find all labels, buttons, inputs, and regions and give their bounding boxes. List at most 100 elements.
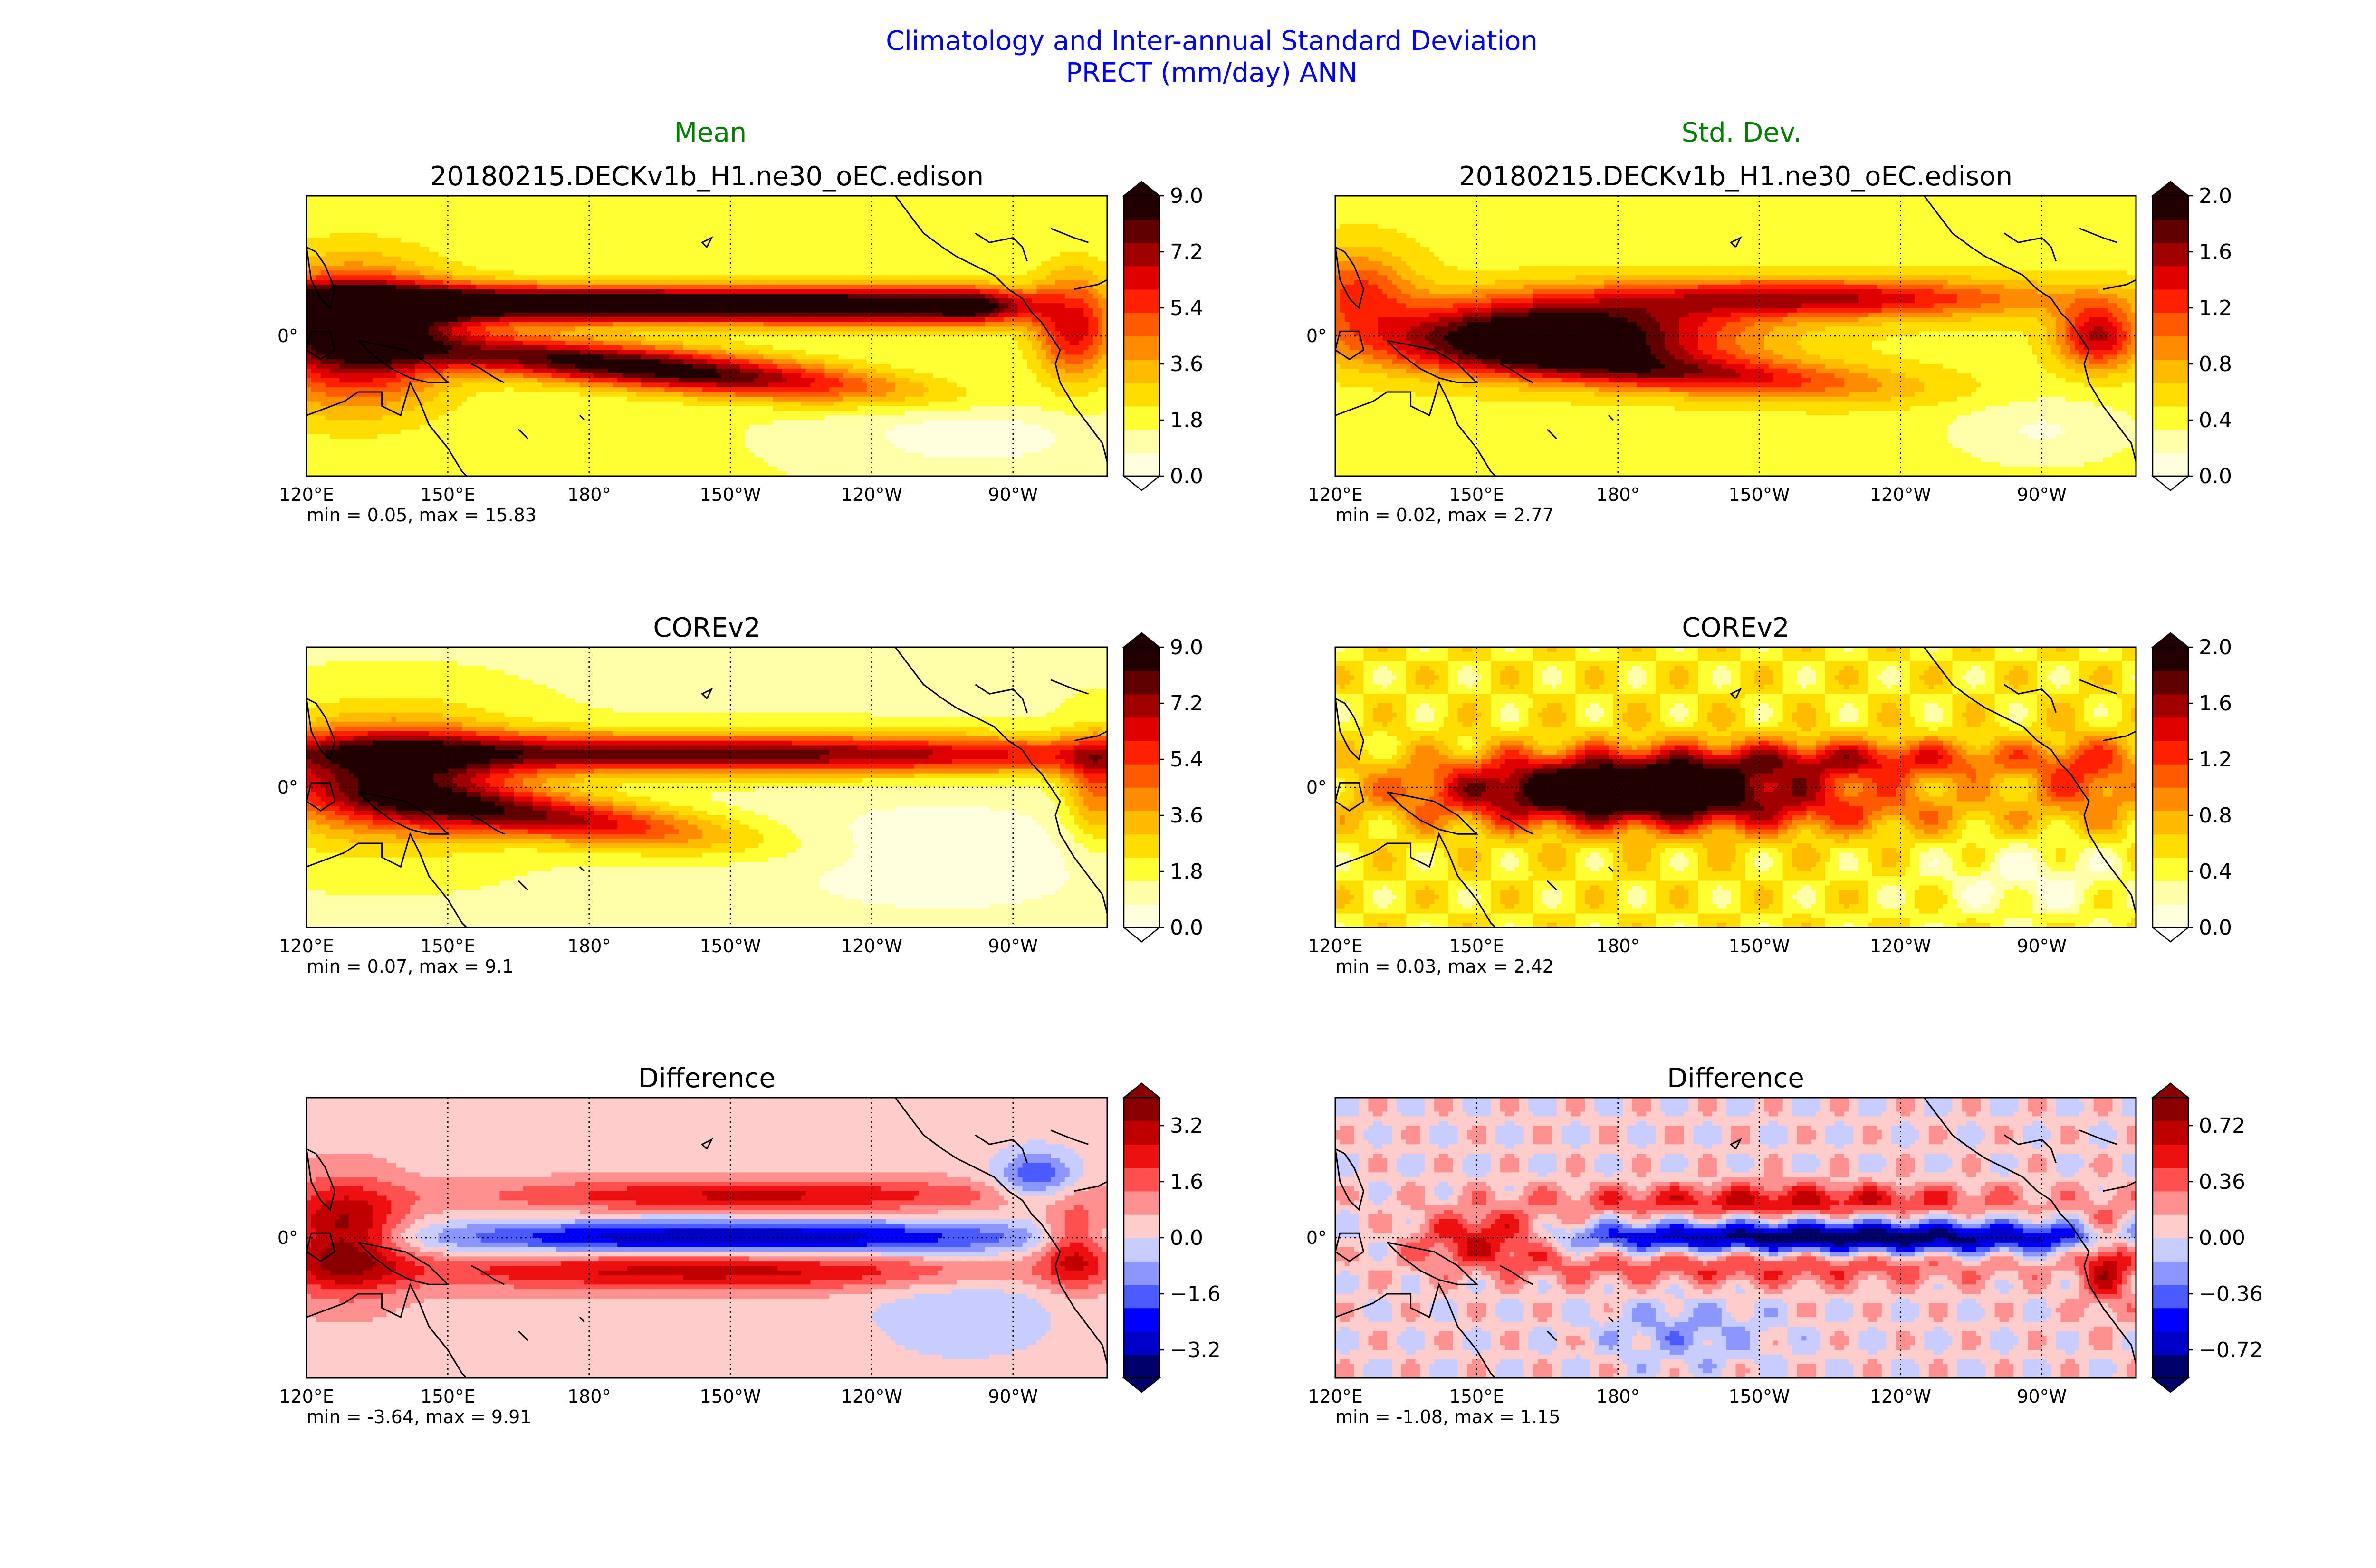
- colorbar-segment: [1124, 289, 1159, 313]
- colorbar-segment: [2153, 313, 2188, 336]
- x-tick-label: 90°W: [988, 1386, 1038, 1407]
- panel-title: Difference: [638, 1063, 776, 1094]
- colorbar-tick-label: 0.0: [1170, 1226, 1203, 1250]
- x-tick-label: 150°W: [700, 1386, 761, 1407]
- colorbar-segment: [2153, 717, 2188, 741]
- colorbar-segment: [1124, 764, 1159, 788]
- panel-title: COREv2: [653, 612, 760, 643]
- colorbar-segment: [2153, 1191, 2188, 1215]
- x-tick-label: 150°E: [421, 936, 476, 956]
- colorbar-tick-label: 2.0: [2199, 184, 2232, 208]
- figure-title-line2: PRECT (mm/day) ANN: [1066, 57, 1358, 88]
- colorbar-max-extend: [1124, 1083, 1159, 1098]
- colorbar-tick-label: 3.6: [1170, 803, 1203, 828]
- colorbar-segment: [2153, 382, 2188, 406]
- x-tick-label: 120°W: [841, 484, 902, 505]
- colorbar-segment: [1124, 1191, 1159, 1215]
- colorbar-tick-label: 1.8: [1170, 408, 1203, 432]
- colorbar-segment: [2153, 1308, 2188, 1332]
- colorbar-segment: [2153, 1238, 2188, 1262]
- colorbar-tick-label: 1.6: [2199, 240, 2232, 264]
- colorbar-segment: [1124, 717, 1159, 741]
- x-tick-label: 120°W: [1870, 484, 1931, 505]
- colorbar-segment: [2153, 430, 2188, 453]
- panel-title: Difference: [1667, 1063, 1804, 1094]
- x-tick-label: 150°W: [1729, 484, 1790, 505]
- colorbar-tick-label: 2.0: [2199, 635, 2232, 660]
- x-tick-label: 150°E: [1449, 936, 1504, 956]
- colorbar-segment: [2153, 1168, 2188, 1192]
- colorbar-segment: [2153, 289, 2188, 313]
- colorbar-tick-label: 0.36: [2199, 1170, 2245, 1194]
- colorbar-segment: [1124, 1144, 1159, 1168]
- colorbar-min-extend: [2153, 1378, 2188, 1392]
- colorbar-segment: [2153, 196, 2188, 220]
- colorbar-tick-label: 7.2: [1170, 240, 1203, 264]
- x-tick-label: 120°W: [1870, 936, 1931, 956]
- colorbar-segment: [1124, 1355, 1159, 1378]
- colorbar-tick-label: 5.4: [1170, 296, 1203, 320]
- colorbar-tick-label: 0.0: [1170, 464, 1203, 488]
- colorbar-segment: [2153, 219, 2188, 243]
- colorbar-segment: [1124, 1238, 1159, 1262]
- colorbar-tick-label: −1.6: [1170, 1282, 1221, 1306]
- x-tick-label: 180°: [567, 936, 611, 956]
- colorbar-segment: [2153, 453, 2188, 477]
- panel-title: 20180215.DECKv1b_H1.ne30_oEC.edison: [430, 161, 984, 192]
- x-tick-label: 120°W: [841, 1386, 902, 1407]
- min-max-label: min = -1.08, max = 1.15: [1335, 1406, 1561, 1427]
- colorbar-segment: [2153, 336, 2188, 360]
- column-title-mean: Mean: [674, 117, 747, 148]
- colorbar-tick-label: 1.8: [1170, 860, 1203, 884]
- colorbar-tick-label: 1.2: [2199, 296, 2232, 320]
- colorbar-segment: [1124, 453, 1159, 477]
- colorbar-tick-label: 0.8: [2199, 803, 2232, 828]
- colorbar-segment: [1124, 647, 1159, 671]
- colorbar-segment: [1124, 406, 1159, 430]
- x-tick-label: 120°E: [1308, 484, 1363, 505]
- panel-title: COREv2: [1682, 612, 1789, 643]
- x-tick-label: 150°E: [1449, 1386, 1504, 1407]
- y-tick-label: 0°: [1306, 1227, 1327, 1248]
- colorbar-tick-label: 1.2: [2199, 747, 2232, 772]
- colorbar-segment: [2153, 904, 2188, 928]
- x-tick-label: 180°: [1596, 1386, 1640, 1407]
- panel-title: 20180215.DECKv1b_H1.ne30_oEC.edison: [1459, 161, 2012, 192]
- colorbar: 3.21.60.0−1.6−3.2: [1124, 1083, 1221, 1392]
- colorbar-tick-label: 9.0: [1170, 635, 1203, 660]
- colorbar-segment: [1124, 1098, 1159, 1121]
- x-tick-label: 120°E: [279, 1386, 334, 1407]
- x-tick-label: 150°W: [700, 484, 761, 505]
- x-tick-label: 150°E: [421, 1386, 476, 1407]
- colorbar-segment: [1124, 1284, 1159, 1308]
- colorbar: 2.01.61.20.80.40.0: [2153, 182, 2232, 490]
- colorbar-segment: [1124, 694, 1159, 717]
- colorbar: 0.720.360.00−0.36−0.72: [2153, 1083, 2263, 1392]
- colorbar-tick-label: 1.6: [2199, 691, 2232, 716]
- colorbar-segment: [2153, 1355, 2188, 1378]
- colorbar-min-extend: [2153, 927, 2188, 942]
- colorbar-segment: [1124, 811, 1159, 834]
- colorbar-segment: [1124, 430, 1159, 453]
- colorbar-segment: [2153, 1121, 2188, 1145]
- x-tick-label: 180°: [1596, 484, 1640, 505]
- colorbar-tick-label: 5.4: [1170, 747, 1203, 772]
- colorbar-segment: [2153, 1214, 2188, 1238]
- x-tick-label: 120°E: [279, 936, 334, 956]
- colorbar: 9.07.25.43.61.80.0: [1124, 633, 1203, 942]
- colorbar-tick-label: 7.2: [1170, 691, 1203, 716]
- colorbar-tick-label: −0.72: [2199, 1338, 2263, 1362]
- x-tick-label: 90°W: [2017, 936, 2067, 956]
- colorbar-segment: [2153, 359, 2188, 383]
- map-panel-1: 20180215.DECKv1b_H1.ne30_oEC.edison120°E…: [278, 161, 1203, 526]
- min-max-label: min = 0.07, max = 9.1: [307, 956, 514, 977]
- y-tick-label: 0°: [278, 325, 298, 346]
- y-tick-label: 0°: [278, 777, 298, 798]
- colorbar-segment: [2153, 787, 2188, 811]
- min-max-label: min = 0.03, max = 2.42: [1335, 956, 1554, 977]
- colorbar-segment: [1124, 1121, 1159, 1145]
- x-tick-label: 90°W: [988, 484, 1038, 505]
